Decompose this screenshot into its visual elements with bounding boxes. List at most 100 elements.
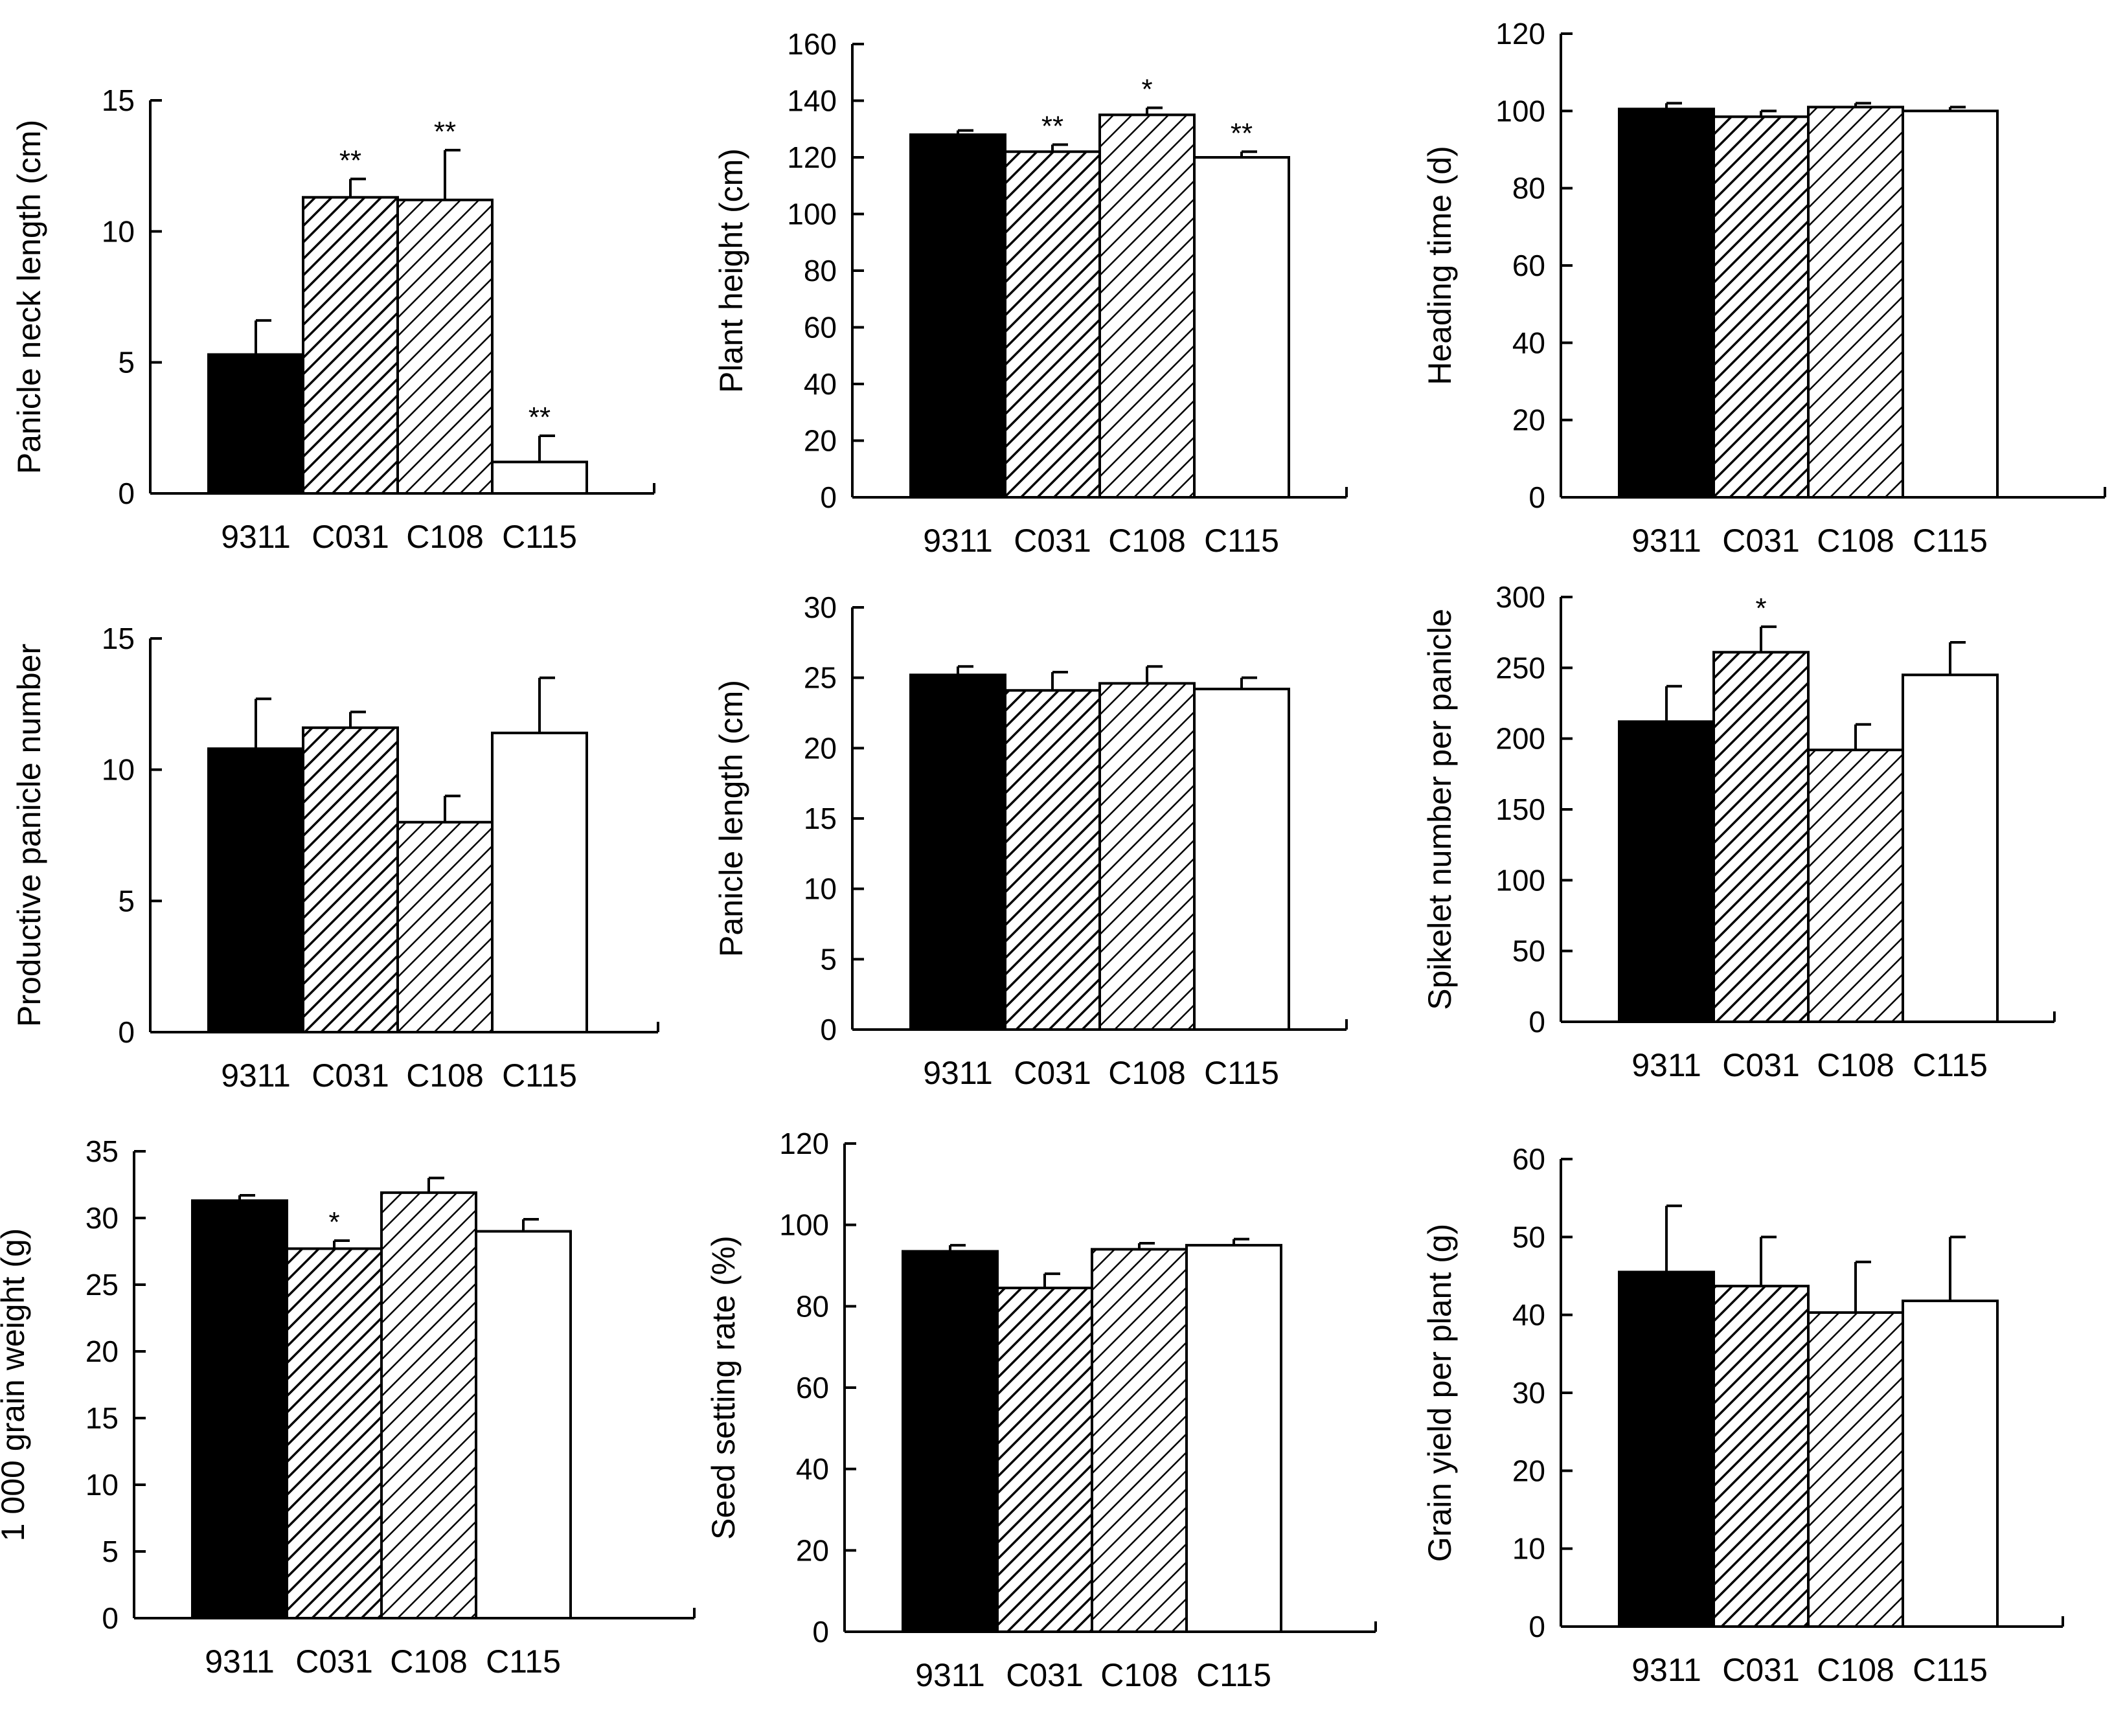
y-tick-label: 10 — [102, 753, 135, 787]
y-tick-label: 20 — [1512, 1454, 1545, 1487]
y-tick-label: 0 — [812, 1615, 829, 1649]
y-axis-label: Productive panicle number — [11, 644, 47, 1027]
y-tick-label: 100 — [1495, 863, 1545, 897]
category-label-9311: 9311 — [221, 1057, 291, 1094]
bar-C115 — [491, 460, 588, 495]
chart-panel-9: 0 10 20 30 40 50 60 Grain yield per plant (g) 93… — [1422, 1142, 2064, 1688]
bar-9311 — [902, 1250, 999, 1633]
chart-panel-1: 0 5 10 15 Panicle neck length (cm) 9311 ** C031… — [11, 84, 655, 555]
y-tick-label: 50 — [1512, 1220, 1545, 1254]
category-label-9311: 9311 — [221, 519, 291, 555]
y-axis-label: Plant height (cm) — [713, 148, 749, 393]
y-tick-label: 60 — [1512, 249, 1545, 282]
y-tick-label: 30 — [85, 1201, 119, 1235]
y-tick-label: 40 — [1512, 326, 1545, 359]
bar-C031 — [1004, 150, 1101, 499]
category-label-C115: C115 — [502, 1057, 577, 1094]
y-tick-label: 160 — [787, 27, 837, 61]
category-label-9311: 9311 — [923, 1055, 993, 1091]
y-tick-label: 30 — [1512, 1376, 1545, 1410]
category-label-C031: C031 — [312, 519, 389, 555]
y-tick-label: 5 — [118, 346, 135, 379]
bar-C031 — [1712, 1285, 1810, 1628]
chart-panel-4: 0 5 10 15 Productive panicle number 9311 C031 C… — [11, 622, 659, 1094]
y-tick-label: 120 — [1495, 17, 1545, 51]
y-axis-label: Spikelet number per panicle — [1422, 609, 1458, 1010]
category-label-C115: C115 — [486, 1643, 561, 1680]
y-axis-label: Grain yield per plant (g) — [1422, 1224, 1458, 1562]
significance-label: ** — [339, 144, 361, 176]
category-label-C108: C108 — [1100, 1657, 1178, 1693]
category-label-C031: C031 — [1722, 523, 1800, 559]
significance-label: ** — [1231, 117, 1253, 149]
category-label-9311: 9311 — [1631, 523, 1701, 559]
chart-panel-6: 0 50 100 150 200 250 300 Spikelet number per pa… — [1422, 580, 2056, 1083]
y-axis-label: Seed setting rate (%) — [705, 1235, 742, 1540]
bar-C108 — [396, 820, 494, 1033]
bar-C115 — [1185, 1244, 1282, 1634]
category-label-C031: C031 — [1722, 1652, 1800, 1688]
y-tick-label: 100 — [779, 1208, 829, 1242]
category-label-C115: C115 — [1204, 1055, 1279, 1091]
y-tick-label: 15 — [85, 1401, 119, 1435]
y-tick-label: 20 — [1512, 403, 1545, 437]
y-tick-label: 20 — [85, 1335, 119, 1368]
category-label-C108: C108 — [1817, 1652, 1894, 1688]
y-tick-label: 40 — [1512, 1298, 1545, 1332]
y-tick-label: 0 — [1528, 1610, 1545, 1643]
category-label-9311: 9311 — [1631, 1047, 1701, 1083]
category-label-C108: C108 — [1108, 1055, 1186, 1091]
bar-9311 — [207, 747, 304, 1033]
y-tick-label: 80 — [1512, 172, 1545, 205]
y-tick-label: 0 — [820, 480, 837, 514]
category-label-C108: C108 — [390, 1643, 468, 1680]
y-tick-label: 25 — [804, 661, 837, 695]
category-label-C115: C115 — [1196, 1657, 1271, 1693]
y-tick-label: 40 — [804, 367, 837, 401]
bar-C108 — [1807, 106, 1904, 499]
category-label-C031: C031 — [312, 1057, 389, 1094]
y-tick-label: 80 — [796, 1289, 829, 1323]
category-label-C031: C031 — [295, 1643, 373, 1680]
bar-C115 — [1902, 1300, 1999, 1629]
bar-C115 — [475, 1230, 572, 1619]
category-label-C115: C115 — [1204, 523, 1279, 559]
y-tick-label: 0 — [1528, 480, 1545, 514]
y-tick-label: 20 — [796, 1533, 829, 1567]
bar-C108 — [396, 198, 494, 495]
y-tick-label: 60 — [1512, 1142, 1545, 1176]
y-axis-label: 1 000 grain weight (g) — [0, 1228, 31, 1542]
y-axis-label: Heading time (d) — [1422, 146, 1458, 385]
y-axis-label: Panicle length (cm) — [713, 680, 749, 957]
category-label-9311: 9311 — [915, 1657, 985, 1693]
significance-label: * — [1141, 73, 1152, 105]
bar-C031 — [302, 196, 399, 495]
y-tick-label: 15 — [102, 622, 135, 655]
bar-C115 — [1902, 673, 1999, 1024]
y-tick-label: 250 — [1495, 651, 1545, 684]
category-label-9311: 9311 — [205, 1643, 275, 1680]
category-label-C108: C108 — [1817, 1047, 1894, 1083]
y-tick-label: 20 — [804, 731, 837, 765]
category-label-9311: 9311 — [1631, 1652, 1701, 1688]
y-tick-label: 80 — [804, 254, 837, 287]
chart-panel-5: 0 5 10 15 20 25 30 Panicle length (cm) 9311 C031 C… — [713, 591, 1348, 1091]
significance-label: * — [1755, 592, 1766, 624]
category-label-C115: C115 — [1913, 1047, 1988, 1083]
bar-C031 — [1712, 115, 1810, 499]
y-tick-label: 0 — [102, 1601, 119, 1635]
bar-9311 — [909, 133, 1006, 499]
category-label-C115: C115 — [1913, 523, 1988, 559]
y-axis-label: Panicle neck length (cm) — [11, 120, 47, 474]
bar-C115 — [491, 731, 588, 1034]
chart-panel-3: 0 20 40 60 80 100 120 Heading time (d) 9311 C031 C… — [1422, 17, 2106, 559]
bar-9311 — [207, 353, 304, 495]
bar-9311 — [191, 1199, 288, 1619]
chart-panel-7: 0 5 10 15 20 25 30 35 1 000 grain weight (g) 9311… — [0, 1134, 696, 1680]
bar-C108 — [1098, 682, 1196, 1031]
y-tick-label: 40 — [796, 1452, 829, 1486]
bar-C108 — [1098, 113, 1196, 499]
significance-label: ** — [434, 116, 456, 148]
y-tick-label: 140 — [787, 84, 837, 118]
